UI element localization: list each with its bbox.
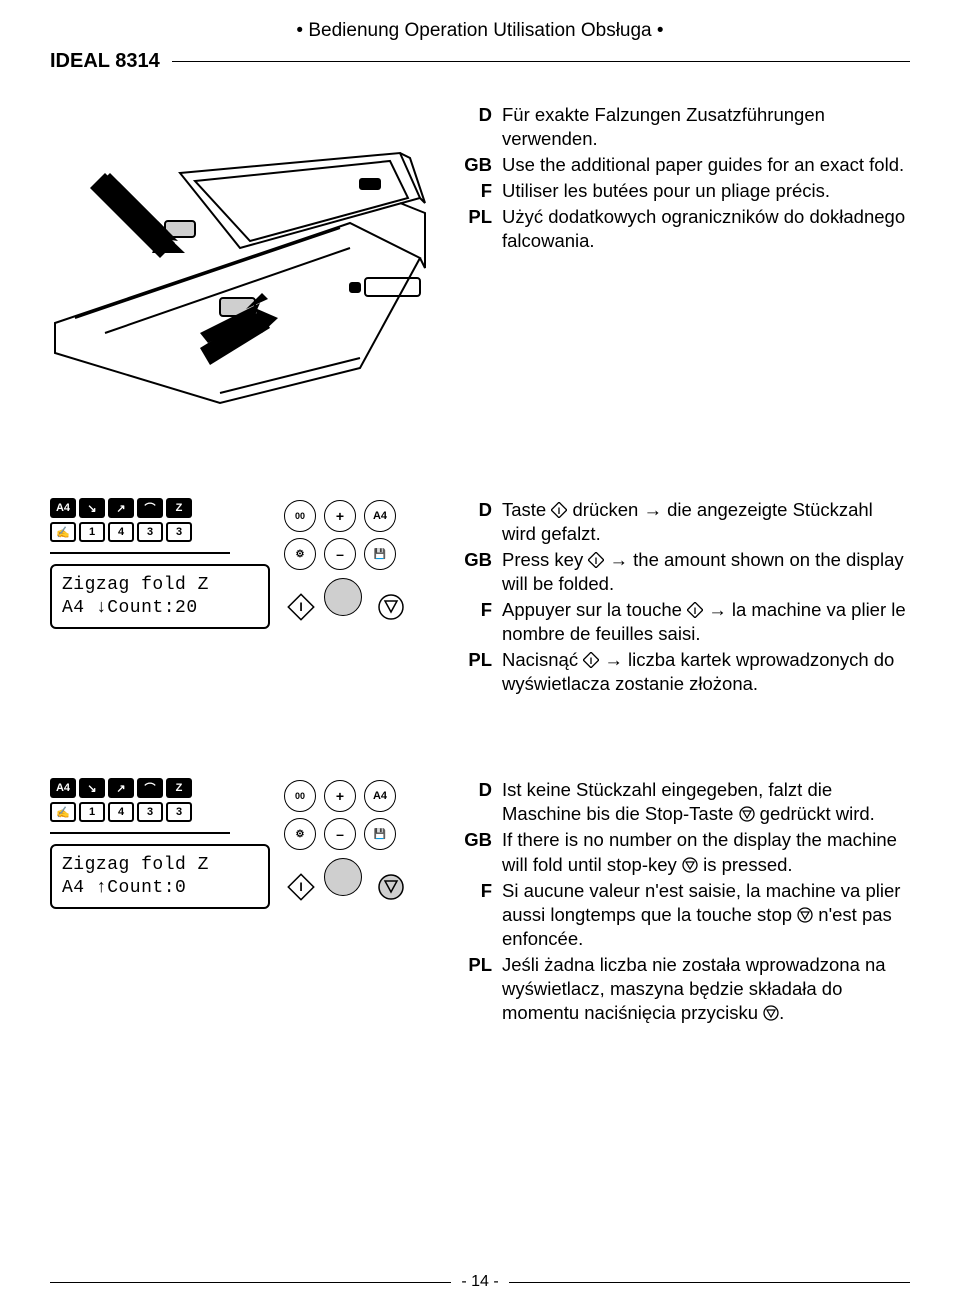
instr-gb: GBUse the additional paper guides for an… [460, 153, 910, 177]
header-breadcrumb: • Bedienung Operation Utilisation Obsług… [50, 20, 910, 42]
lcd-display-3: Zigzag fold Z A4 ↑Count:0 [50, 844, 270, 909]
start-button[interactable]: I [287, 873, 315, 901]
machine-diagram [50, 103, 430, 418]
lcd3-line2: A4 ↑Count:0 [62, 877, 258, 900]
chip-fold4: Z [166, 778, 192, 798]
s3-d: DIst keine Stückzahl eingegeben, falzt d… [460, 778, 910, 826]
chip-3a: 3 [137, 802, 163, 822]
chip-a4: A4 [50, 778, 76, 798]
header-rule [172, 61, 910, 62]
footer: - 14 - [50, 1273, 910, 1291]
instr-pl: PLUżyć dodatkowych ograniczników do dokł… [460, 205, 910, 253]
svg-text:I: I [595, 556, 598, 566]
chip-3b: 3 [166, 522, 192, 542]
plus-button[interactable]: + [324, 500, 356, 532]
folder-machine-illustration [50, 103, 430, 413]
blank-button[interactable] [324, 578, 362, 616]
chip-edit: ✍ [50, 522, 76, 542]
chip-edit: ✍ [50, 802, 76, 822]
start-icon: I [551, 502, 567, 518]
stop-button[interactable] [377, 593, 405, 621]
panel-divider [50, 552, 230, 554]
chip-1: 1 [79, 522, 105, 542]
stop-button-highlighted[interactable] [377, 873, 405, 901]
panel-2: A4 ↘ ↗ ⌒ Z ✍ 1 4 3 3 Z [50, 498, 430, 633]
section-3: A4 ↘ ↗ ⌒ Z ✍ 1 4 3 3 Z [50, 778, 910, 1026]
panel-icon-rows-3: A4 ↘ ↗ ⌒ Z ✍ 1 4 3 3 [50, 778, 230, 822]
button-grid-3: 00 + A4 ⚙ – 💾 I [282, 778, 417, 913]
s3-f: FSi aucune valeur n'est saisie, la machi… [460, 879, 910, 951]
lcd-line2: A4 ↓Count:20 [62, 597, 258, 620]
panel-divider [50, 832, 230, 834]
footer-rule-right [509, 1282, 910, 1283]
s2-pl: PLNacisnąć I → liczba kartek wprowadzony… [460, 648, 910, 696]
start-icon: I [583, 652, 599, 668]
stop-icon [797, 907, 813, 923]
page-number: - 14 - [451, 1273, 508, 1291]
minus-button[interactable]: – [324, 818, 356, 850]
s2-f: FAppuyer sur la touche I → la machine va… [460, 598, 910, 646]
chip-fold4: Z [166, 498, 192, 518]
svg-text:I: I [299, 600, 302, 614]
speed-button[interactable]: ⚙ [284, 538, 316, 570]
svg-text:I: I [590, 656, 593, 666]
lcd-display: Zigzag fold Z A4 ↓Count:20 [50, 564, 270, 629]
model-label: IDEAL 8314 [50, 50, 172, 73]
chip-a4: A4 [50, 498, 76, 518]
plus-button[interactable]: + [324, 780, 356, 812]
start-button[interactable]: I [287, 593, 315, 621]
svg-text:I: I [299, 880, 302, 894]
chip-fold3: ⌒ [137, 778, 163, 798]
store-button[interactable]: 💾 [364, 818, 396, 850]
s2-gb: GBPress key I → the amount shown on the … [460, 548, 910, 596]
start-icon: I [588, 552, 604, 568]
panel-icon-rows: A4 ↘ ↗ ⌒ Z ✍ 1 4 3 3 [50, 498, 230, 542]
a4-button[interactable]: A4 [364, 500, 396, 532]
section-3-text: DIst keine Stückzahl eingegeben, falzt d… [460, 778, 910, 1026]
svg-text:I: I [694, 606, 697, 616]
s3-gb: GBIf there is no number on the display t… [460, 828, 910, 876]
svg-text:I: I [558, 506, 561, 516]
count-button[interactable]: 00 [284, 500, 316, 532]
lcd-line1: Zigzag fold Z [62, 574, 258, 597]
panel-3: A4 ↘ ↗ ⌒ Z ✍ 1 4 3 3 Z [50, 778, 430, 913]
s3-pl: PLJeśli żadna liczba nie została wprowad… [460, 953, 910, 1025]
model-line: IDEAL 8314 [50, 50, 910, 73]
speed-button[interactable]: ⚙ [284, 818, 316, 850]
lcd3-line1: Zigzag fold Z [62, 854, 258, 877]
count-button[interactable]: 00 [284, 780, 316, 812]
section-1-text: DFür exakte Falzungen Zusatzführungen ve… [460, 103, 910, 255]
chip-fold1: ↘ [79, 778, 105, 798]
chip-fold3: ⌒ [137, 498, 163, 518]
section-2: A4 ↘ ↗ ⌒ Z ✍ 1 4 3 3 Z [50, 498, 910, 698]
instr-f: FUtiliser les butées pour un pliage préc… [460, 179, 910, 203]
chip-fold2: ↗ [108, 498, 134, 518]
stop-icon [763, 1005, 779, 1021]
start-icon: I [687, 602, 703, 618]
chip-fold1: ↘ [79, 498, 105, 518]
section-1: DFür exakte Falzungen Zusatzführungen ve… [50, 103, 910, 418]
stop-icon [682, 857, 698, 873]
blank-button[interactable] [324, 858, 362, 896]
chip-4: 4 [108, 802, 134, 822]
chip-1: 1 [79, 802, 105, 822]
stop-icon [739, 806, 755, 822]
chip-3a: 3 [137, 522, 163, 542]
chip-fold2: ↗ [108, 778, 134, 798]
minus-button[interactable]: – [324, 538, 356, 570]
a4-button[interactable]: A4 [364, 780, 396, 812]
button-grid: 00 + A4 ⚙ – 💾 I [282, 498, 417, 633]
section-2-text: DTaste I drücken → die angezeigte Stückz… [460, 498, 910, 698]
s2-d: DTaste I drücken → die angezeigte Stückz… [460, 498, 910, 546]
chip-4: 4 [108, 522, 134, 542]
chip-3b: 3 [166, 802, 192, 822]
store-button[interactable]: 💾 [364, 538, 396, 570]
footer-rule-left [50, 1282, 451, 1283]
instr-d: DFür exakte Falzungen Zusatzführungen ve… [460, 103, 910, 151]
